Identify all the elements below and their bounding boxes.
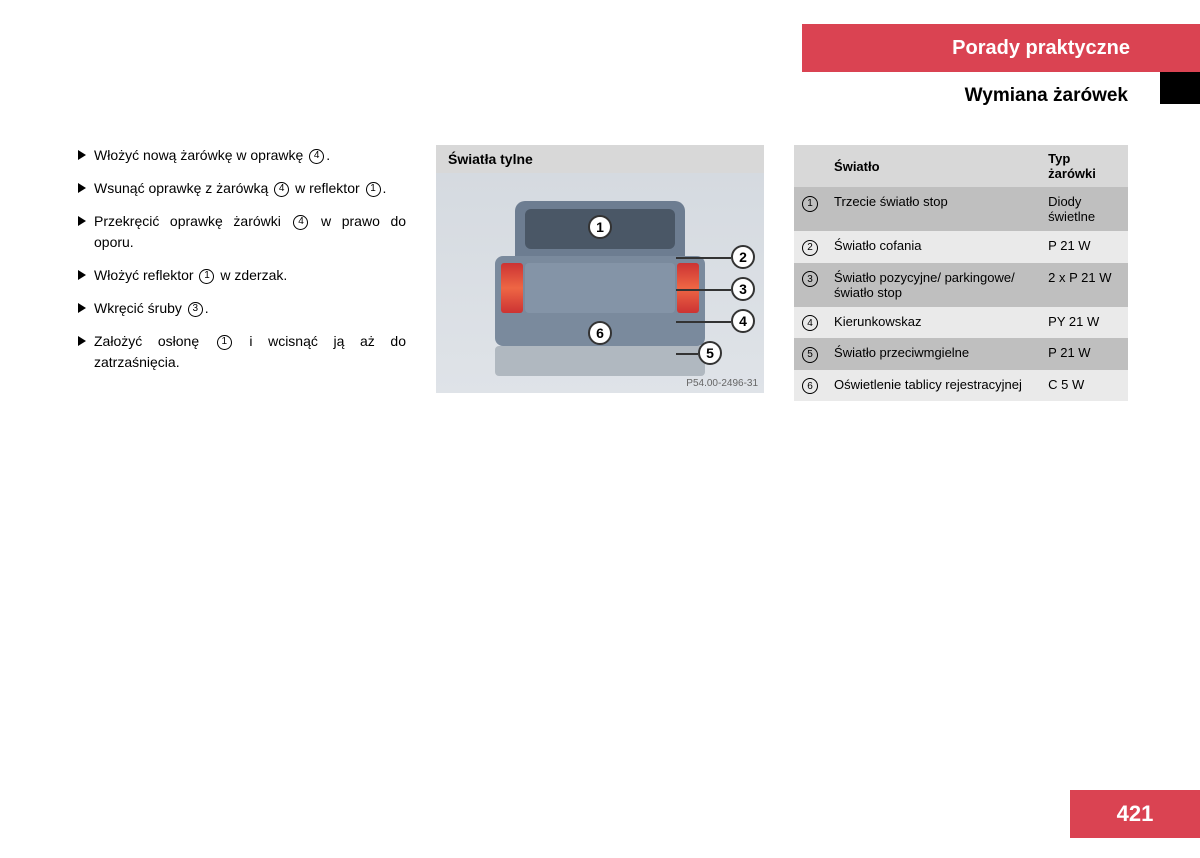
table-cell-light: Światło cofania [826, 231, 1040, 263]
circled-number-icon: 4 [293, 215, 308, 230]
circled-number-icon: 1 [199, 269, 214, 284]
circled-number-icon: 3 [802, 271, 818, 287]
table-cell-light: Trzecie światło stop [826, 187, 1040, 231]
table-cell-num: 6 [794, 370, 826, 402]
instructions-column: Włożyć nową żarówkę w oprawkę 4. Wsunąć o… [78, 145, 406, 401]
table-header-type: Typ żarówki [1040, 145, 1128, 187]
circled-number-icon: 5 [802, 347, 818, 363]
circled-number-icon: 4 [309, 149, 324, 164]
instruction-text: Przekręcić oprawkę żarówki 4 w prawo do … [94, 211, 406, 253]
figure-column: Światła tylne 1 2 3 45 6 P54.00-2496-31 [436, 145, 764, 401]
instruction-item: Przekręcić oprawkę żarówki 4 w prawo do … [78, 211, 406, 253]
circled-number-icon: 2 [802, 240, 818, 256]
callout-line [676, 289, 731, 291]
circled-number-icon: 6 [802, 378, 818, 394]
triangle-bullet-icon [78, 270, 86, 280]
table-row: 2 Światło cofaniaP 21 W [794, 231, 1128, 263]
table-row: 6 Oświetlenie tablicy rejestracyjnejC 5 W [794, 370, 1128, 402]
table-cell-light: Oświetlenie tablicy rejestracyjnej [826, 370, 1040, 402]
triangle-bullet-icon [78, 216, 86, 226]
table-row: 5 Światło przeciwmgielneP 21 W [794, 338, 1128, 370]
triangle-bullet-icon [78, 150, 86, 160]
table-header-light: Światło [826, 145, 1040, 187]
table-cell-type: P 21 W [1040, 231, 1128, 263]
table-cell-light: Światło pozycyjne/ parkingowe/ światło s… [826, 263, 1040, 307]
table-row: 3 Światło pozycyjne/ parkingowe/ światło … [794, 263, 1128, 307]
figure-title: Światła tylne [436, 145, 764, 173]
page-number: 421 [1117, 801, 1154, 827]
instruction-item: Wsunąć oprawkę z żarówką 4 w reflektor 1… [78, 178, 406, 199]
instruction-text: Założyć osłonę 1 i wcisnąć ją aż do zatr… [94, 331, 406, 373]
instruction-item: Wkręcić śruby 3. [78, 298, 406, 319]
figure-image: 1 2 3 45 6 P54.00-2496-31 [436, 173, 764, 393]
table-cell-num: 1 [794, 187, 826, 231]
callout-1: 1 [588, 215, 612, 239]
circled-number-icon: 3 [188, 302, 203, 317]
circled-number-icon: 1 [366, 182, 381, 197]
table-cell-light: Kierunkowskaz [826, 307, 1040, 339]
instruction-text: Włożyć reflektor 1 w zderzak. [94, 265, 287, 286]
table-cell-type: 2 x P 21 W [1040, 263, 1128, 307]
callout-line [676, 257, 731, 259]
table-cell-type: C 5 W [1040, 370, 1128, 402]
instruction-text: Wsunąć oprawkę z żarówką 4 w reflektor 1… [94, 178, 386, 199]
table-cell-light: Światło przeciwmgielne [826, 338, 1040, 370]
instruction-item: Założyć osłonę 1 i wcisnąć ją aż do zatr… [78, 331, 406, 373]
header-band: Porady praktyczne [802, 24, 1200, 72]
black-marker [1160, 72, 1200, 104]
circled-number-icon: 1 [217, 335, 232, 350]
triangle-bullet-icon [78, 336, 86, 346]
callout-3: 3 [731, 277, 755, 301]
circled-number-icon: 4 [274, 182, 289, 197]
table-row: 4 KierunkowskazPY 21 W [794, 307, 1128, 339]
table-cell-num: 5 [794, 338, 826, 370]
instruction-item: Włożyć nową żarówkę w oprawkę 4. [78, 145, 406, 166]
table-cell-type: Diody świetlne [1040, 187, 1128, 231]
circled-number-icon: 4 [802, 315, 818, 331]
callout-line [676, 321, 731, 323]
instruction-item: Włożyć reflektor 1 w zderzak. [78, 265, 406, 286]
table-cell-num: 3 [794, 263, 826, 307]
table-row: 1 Trzecie światło stopDiody świetlne [794, 187, 1128, 231]
callout-line [676, 353, 698, 355]
triangle-bullet-icon [78, 303, 86, 313]
callout-4: 4 [731, 309, 755, 333]
table-cell-num: 2 [794, 231, 826, 263]
bulb-table: Światło Typ żarówki 1 Trzecie światło sto… [794, 145, 1128, 401]
circled-number-icon: 1 [802, 196, 818, 212]
table-cell-num: 4 [794, 307, 826, 339]
callout-2: 2 [731, 245, 755, 269]
page-number-box: 421 [1070, 790, 1200, 838]
instruction-text: Włożyć nową żarówkę w oprawkę 4. [94, 145, 330, 166]
callout-5: 5 [698, 341, 722, 365]
instruction-text: Wkręcić śruby 3. [94, 298, 209, 319]
triangle-bullet-icon [78, 183, 86, 193]
table-cell-type: P 21 W [1040, 338, 1128, 370]
section-title: Wymiana żarówek [965, 85, 1128, 107]
table-column: Światło Typ żarówki 1 Trzecie światło sto… [794, 145, 1128, 401]
header-category: Porady praktyczne [952, 37, 1130, 60]
table-header-num [794, 145, 826, 187]
image-code: P54.00-2496-31 [686, 378, 758, 389]
content-area: Włożyć nową żarówkę w oprawkę 4. Wsunąć o… [78, 145, 1128, 401]
callout-6: 6 [588, 321, 612, 345]
table-cell-type: PY 21 W [1040, 307, 1128, 339]
